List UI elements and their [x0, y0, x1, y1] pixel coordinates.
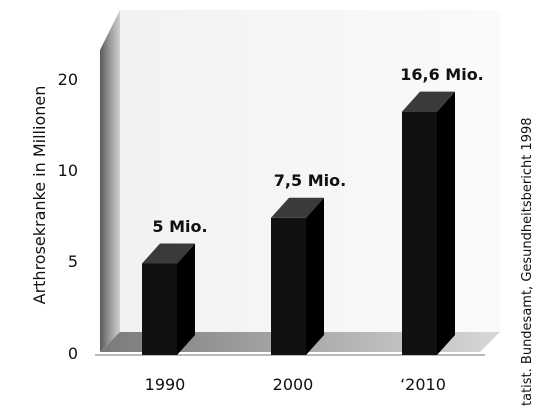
y-tick-label-20: 20	[58, 70, 78, 89]
y-axis-label: Arthrosekranke in Millionen	[30, 86, 49, 305]
bar-top-1	[271, 197, 324, 218]
bar-2	[402, 111, 437, 355]
chart-left-wall	[100, 10, 120, 352]
data-label-2010: 16,6 Mio.	[400, 65, 484, 84]
bar-top-0	[142, 243, 195, 264]
y-tick-label-5: 5	[68, 252, 78, 271]
bar-side-0	[177, 243, 195, 355]
y-tick-label-0: 0	[68, 344, 78, 363]
bar-1	[271, 217, 306, 355]
data-label-2000: 7,5 Mio.	[274, 171, 346, 190]
x-tick-label-1990: 1990	[145, 375, 186, 394]
y-tick-label-10: 10	[58, 161, 78, 180]
x-tick-label-2010: ‘2010	[400, 375, 446, 394]
bar-series	[142, 91, 455, 356]
source-note: tatist. Bundesamt, Gesundheitsbericht 19…	[520, 117, 535, 406]
data-label-1990: 5 Mio.	[152, 217, 207, 236]
x-tick-label-2000: 2000	[273, 375, 314, 394]
bar-top-2	[402, 91, 455, 112]
bar-0	[142, 263, 177, 355]
bar-side-1	[306, 197, 324, 355]
bar-side-2	[437, 91, 455, 356]
